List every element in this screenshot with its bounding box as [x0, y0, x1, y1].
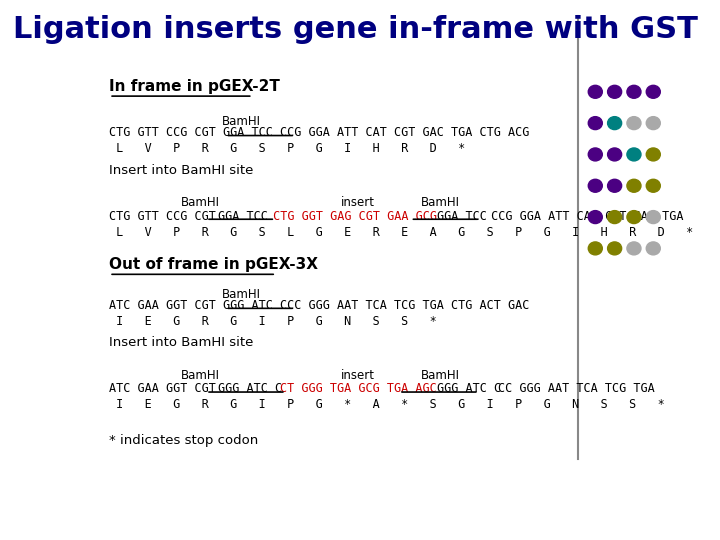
Text: insert: insert: [341, 196, 375, 209]
Text: GGA TCC: GGA TCC: [218, 210, 269, 222]
Text: ATC GAA GGT CGT GGG ATC CCC GGG AAT TCA TCG TGA CTG ACT GAC: ATC GAA GGT CGT GGG ATC CCC GGG AAT TCA …: [109, 299, 529, 312]
Circle shape: [647, 211, 660, 224]
Text: L   V   P   R   G   S   L   G   E   R   E   A   G   S   P   G   I   H   R   D   : L V P R G S L G E R E A G S P G I H R D: [109, 226, 693, 239]
Circle shape: [647, 117, 660, 130]
Circle shape: [627, 148, 641, 161]
Circle shape: [627, 117, 641, 130]
Text: Insert into BamHI site: Insert into BamHI site: [109, 336, 253, 349]
Circle shape: [627, 211, 641, 224]
Text: CT GGG TGA GCG TGA AGC: CT GGG TGA GCG TGA AGC: [280, 382, 444, 395]
Circle shape: [588, 211, 603, 224]
Text: BamHI: BamHI: [222, 288, 261, 301]
Text: L   V   P   R   G   S   P   G   I   H   R   D   *: L V P R G S P G I H R D *: [109, 142, 465, 155]
Text: Ligation inserts gene in-frame with GST: Ligation inserts gene in-frame with GST: [13, 15, 698, 44]
Text: BamHI: BamHI: [420, 196, 459, 209]
Text: BamHI: BamHI: [181, 196, 220, 209]
Text: GGG ATC C: GGG ATC C: [437, 382, 501, 395]
Circle shape: [588, 179, 603, 192]
Circle shape: [588, 85, 603, 98]
Circle shape: [627, 179, 641, 192]
Circle shape: [608, 117, 621, 130]
Circle shape: [608, 242, 621, 255]
Circle shape: [588, 148, 603, 161]
Text: CTG GGT GAG CGT GAA GCG: CTG GGT GAG CGT GAA GCG: [266, 210, 444, 222]
Text: * indicates stop codon: * indicates stop codon: [109, 434, 258, 447]
Text: insert: insert: [341, 369, 375, 382]
Circle shape: [647, 148, 660, 161]
Circle shape: [627, 85, 641, 98]
Circle shape: [647, 85, 660, 98]
Circle shape: [608, 211, 621, 224]
Text: BamHI: BamHI: [181, 369, 220, 382]
Text: GGA TCC: GGA TCC: [437, 210, 487, 222]
Text: CC GGG AAT TCA TCG TGA: CC GGG AAT TCA TCG TGA: [498, 382, 655, 395]
Circle shape: [588, 242, 603, 255]
Text: BamHI: BamHI: [222, 115, 261, 128]
Text: BamHI: BamHI: [420, 369, 459, 382]
Circle shape: [647, 179, 660, 192]
Circle shape: [627, 242, 641, 255]
Circle shape: [608, 148, 621, 161]
Text: CTG GTT CCG CGT: CTG GTT CCG CGT: [109, 210, 223, 222]
Circle shape: [588, 117, 603, 130]
Text: Insert into BamHI site: Insert into BamHI site: [109, 164, 253, 177]
Text: CTG GTT CCG CGT GGA TCC CCG GGA ATT CAT CGT GAC TGA CTG ACG: CTG GTT CCG CGT GGA TCC CCG GGA ATT CAT …: [109, 126, 529, 139]
Circle shape: [608, 85, 621, 98]
Text: ATC GAA GGT CGT: ATC GAA GGT CGT: [109, 382, 223, 395]
Text: GGG ATC C: GGG ATC C: [218, 382, 282, 395]
Circle shape: [647, 242, 660, 255]
Text: In frame in pGEX-2T: In frame in pGEX-2T: [109, 79, 280, 94]
Text: I   E   G   R   G   I   P   G   *   A   *   S   G   I   P   G   N   S   S   *: I E G R G I P G * A * S G I P G N S S *: [109, 399, 665, 411]
Text: CCG GGA ATT CAT CGT GAC TGA: CCG GGA ATT CAT CGT GAC TGA: [485, 210, 684, 222]
Circle shape: [608, 179, 621, 192]
Text: I   E   G   R   G   I   P   G   N   S   S   *: I E G R G I P G N S S *: [109, 315, 437, 328]
Text: Out of frame in pGEX-3X: Out of frame in pGEX-3X: [109, 257, 318, 272]
